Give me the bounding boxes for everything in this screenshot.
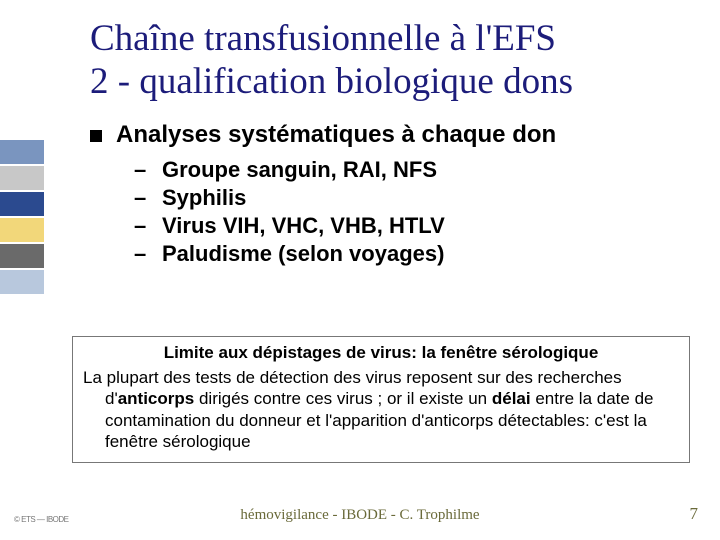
stripe [0, 192, 44, 216]
stripe [0, 166, 44, 190]
callout-text: dirigés contre ces virus ; or il existe … [194, 389, 492, 408]
dash-icon: – [134, 157, 152, 183]
main-bullet-text: Analyses systématiques à chaque don [116, 121, 556, 149]
sub-bullet-text: Groupe sanguin, RAI, NFS [162, 157, 437, 183]
dash-icon: – [134, 185, 152, 211]
title-line-1: Chaîne transfusionnelle à l'EFS [90, 18, 556, 59]
title-line-2: 2 - qualification biologique dons [90, 61, 573, 102]
sub-bullet-item: – Virus VIH, VHC, VHB, HTLV [134, 213, 690, 239]
sub-bullet-text: Virus VIH, VHC, VHB, HTLV [162, 213, 445, 239]
sub-bullet-item: – Paludisme (selon voyages) [134, 241, 690, 267]
side-color-bar [0, 140, 44, 296]
stripe [0, 140, 44, 164]
page-number: 7 [690, 504, 699, 524]
sub-bullet-text: Paludisme (selon voyages) [162, 241, 444, 267]
slide-title: Chaîne transfusionnelle à l'EFS 2 - qual… [90, 18, 690, 103]
slide-content: Chaîne transfusionnelle à l'EFS 2 - qual… [90, 18, 690, 283]
callout-box: Limite aux dépistages de virus: la fenêt… [72, 336, 690, 463]
stripe [0, 218, 44, 242]
sub-bullet-text: Syphilis [162, 185, 246, 211]
square-bullet-icon [90, 130, 102, 142]
dash-icon: – [134, 241, 152, 267]
stripe [0, 270, 44, 294]
sub-bullet-item: – Syphilis [134, 185, 690, 211]
sub-bullet-item: – Groupe sanguin, RAI, NFS [134, 157, 690, 183]
sub-bullet-list: – Groupe sanguin, RAI, NFS – Syphilis – … [134, 157, 690, 267]
callout-strong: délai [492, 389, 531, 408]
callout-title: Limite aux dépistages de virus: la fenêt… [83, 343, 679, 363]
callout-body: La plupart des tests de détection des vi… [83, 367, 679, 452]
dash-icon: – [134, 213, 152, 239]
main-bullet: Analyses systématiques à chaque don [90, 121, 690, 149]
footer-text: hémovigilance - IBODE - C. Trophilme [0, 507, 720, 524]
callout-strong: anticorps [118, 389, 195, 408]
stripe [0, 244, 44, 268]
